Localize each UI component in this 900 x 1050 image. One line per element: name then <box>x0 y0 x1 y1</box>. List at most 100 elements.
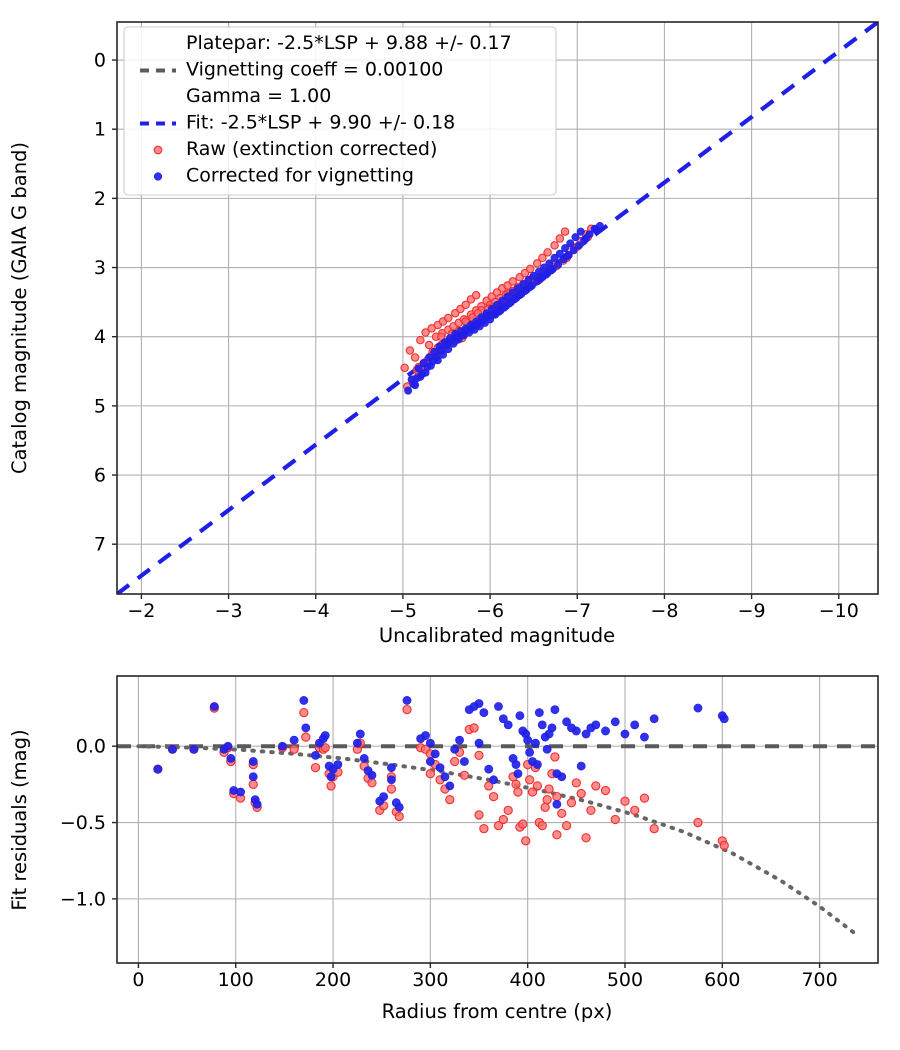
data-point <box>555 249 564 258</box>
data-point <box>450 756 460 767</box>
data-point <box>505 299 514 308</box>
data-point <box>571 233 580 242</box>
x-tick-label: −5 <box>389 600 417 622</box>
data-point <box>299 707 309 718</box>
x-tick-label: 500 <box>607 969 643 991</box>
data-point <box>493 820 504 831</box>
data-point <box>541 270 550 279</box>
data-point <box>511 779 521 790</box>
data-point <box>226 754 236 763</box>
bottom-y-tick-labels: 0.0 −0.5 −1.0 <box>60 736 106 911</box>
axes-spine <box>116 21 879 595</box>
x-tick-label: 100 <box>218 969 254 991</box>
x-tick-label: −6 <box>476 600 504 622</box>
data-point <box>630 720 640 730</box>
data-point <box>252 799 262 809</box>
x-tick-label: −10 <box>819 600 859 622</box>
y-tick-label: 6 <box>94 465 106 487</box>
data-point <box>576 788 586 799</box>
y-tick-label: 4 <box>94 326 106 348</box>
x-tick-label: −2 <box>127 600 155 622</box>
data-point <box>484 764 494 774</box>
data-point <box>537 820 547 831</box>
data-point <box>513 787 523 797</box>
data-point <box>421 731 430 740</box>
data-point <box>552 791 562 802</box>
data-point <box>489 775 499 785</box>
data-point <box>574 241 583 250</box>
data-point <box>299 696 309 705</box>
data-point <box>557 772 567 782</box>
data-point <box>442 340 451 349</box>
data-point <box>248 772 258 782</box>
data-point <box>484 781 494 791</box>
data-point <box>534 708 544 718</box>
data-point <box>311 750 320 760</box>
data-point <box>469 723 479 733</box>
data-point <box>550 705 560 714</box>
legend-entry-label: Platepar: -2.5*LSP + 9.88 +/- 0.17 <box>186 32 512 54</box>
data-point <box>352 738 362 748</box>
x-tick-label: −3 <box>215 600 243 622</box>
data-point <box>581 729 591 739</box>
data-point <box>484 311 493 320</box>
data-point <box>416 335 425 345</box>
data-point <box>515 711 525 721</box>
data-point <box>500 303 509 312</box>
data-point <box>320 743 330 753</box>
data-point <box>410 353 420 362</box>
data-point <box>566 798 577 808</box>
data-point <box>542 795 552 805</box>
data-point <box>532 259 542 268</box>
data-point <box>209 702 219 711</box>
data-point <box>236 787 245 797</box>
y-tick-label: 2 <box>94 188 106 210</box>
data-point <box>301 732 311 742</box>
data-point <box>591 781 601 791</box>
data-point <box>405 346 415 355</box>
x-tick-label: −4 <box>302 600 330 622</box>
data-point <box>503 720 513 730</box>
bottom-data-layer <box>117 696 878 935</box>
data-point <box>310 762 321 773</box>
data-point <box>445 781 455 791</box>
data-point <box>610 717 620 727</box>
data-point <box>521 836 531 846</box>
data-point <box>423 363 432 372</box>
data-point <box>560 227 570 236</box>
data-point <box>529 271 538 280</box>
data-point <box>418 370 427 379</box>
data-point <box>547 723 557 733</box>
top-x-tick-labels: −2 −3 −4 −5 −6 −7 −8 −9 −10 <box>127 600 858 622</box>
data-point <box>479 316 488 325</box>
data-point <box>525 264 535 274</box>
top-x-axis-label: Uncalibrated magnitude <box>379 624 615 647</box>
data-point <box>460 757 469 766</box>
fit-residuals-axes: 0 100 200 300 400 500 600 700 0.0 −0.5 −1.0 Radiu… <box>8 675 879 1023</box>
data-point <box>425 757 435 766</box>
data-point <box>289 744 299 754</box>
data-point <box>601 726 610 736</box>
data-point <box>367 778 377 788</box>
data-point <box>581 234 590 243</box>
top-legend[interactable]: Platepar: -2.5*LSP + 9.88 +/- 0.17 Vignet… <box>123 26 557 196</box>
y-tick-label: −0.5 <box>60 812 106 834</box>
data-point <box>562 252 571 261</box>
data-point <box>474 738 484 748</box>
data-point <box>533 760 542 769</box>
data-point <box>402 696 412 705</box>
data-point <box>387 775 396 785</box>
data-point <box>576 227 585 236</box>
data-point <box>424 340 434 350</box>
data-point <box>555 234 565 243</box>
data-point <box>513 769 523 779</box>
legend-entry-label: Raw (extinction corrected) <box>186 138 437 160</box>
data-point <box>550 253 559 262</box>
data-point <box>576 761 586 771</box>
x-tick-label: 700 <box>801 969 837 991</box>
top-tick-marks <box>112 59 840 599</box>
data-point <box>498 714 508 724</box>
data-point <box>326 772 336 782</box>
data-point <box>278 741 287 751</box>
